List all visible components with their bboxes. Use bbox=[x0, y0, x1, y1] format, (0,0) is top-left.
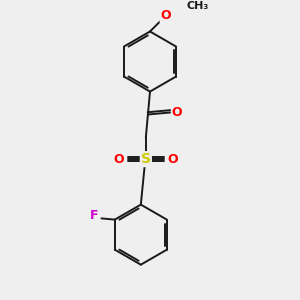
Text: S: S bbox=[141, 152, 151, 166]
Text: O: O bbox=[172, 106, 182, 119]
Text: F: F bbox=[90, 208, 98, 221]
Text: O: O bbox=[160, 9, 171, 22]
Text: O: O bbox=[113, 153, 124, 166]
Text: CH₃: CH₃ bbox=[187, 2, 209, 11]
Text: O: O bbox=[168, 153, 178, 166]
